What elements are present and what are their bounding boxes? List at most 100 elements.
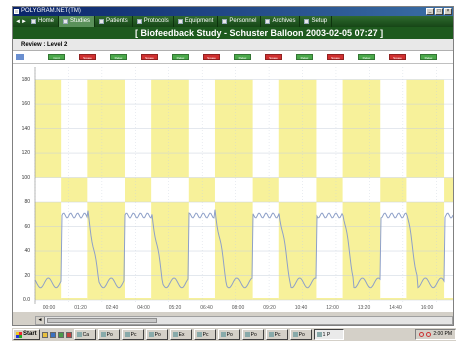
wave-baseline [316,298,343,300]
y-tick-label: 80 [24,199,30,206]
windows-logo-icon [16,331,22,338]
archives-icon [265,19,271,24]
taskbar-button[interactable]: Pc [193,329,216,340]
event-marker[interactable]: Relax [358,54,375,60]
event-marker[interactable]: Squee [389,54,406,60]
taskbar-button[interactable]: Po [241,329,264,340]
review-level-label: Review : Level 2 [13,39,453,51]
taskbar-button[interactable]: Po [289,329,312,340]
quicklaunch-app-icon[interactable] [57,331,64,338]
event-marker[interactable]: Squee [265,54,282,60]
wave-low-block [61,177,88,203]
wave-low-block [444,177,453,203]
back-arrow-icon[interactable]: ◄ [15,18,21,25]
taskbar-button[interactable]: Ex [169,329,192,340]
window-title: POLYGRAM.NET(TM) [21,8,81,14]
taskbar-button[interactable]: Po [97,329,120,340]
app-window: POLYGRAM.NET(TM) _ □ × ◄ ► Home Studies … [12,6,454,326]
horizontal-scrollbar[interactable]: ◄ [35,316,453,325]
forward-arrow-icon[interactable]: ► [21,18,27,25]
y-tick-label: 60 [24,223,30,230]
quicklaunch-folder-icon[interactable] [41,331,48,338]
taskbar-button[interactable]: Pc [265,329,288,340]
wave-baseline [188,298,215,300]
y-tick-label: 40 [24,248,30,255]
maximize-button[interactable]: □ [435,8,443,15]
y-tick-label: 140 [21,125,30,132]
taskbar-button[interactable]: Po [145,329,168,340]
wave-low-block [316,177,343,203]
x-tick-label: 12:00 [326,305,339,311]
taskbar-button[interactable]: Po [217,329,240,340]
app-icon [14,9,19,14]
wave-low-block [124,177,152,203]
wave-low-block [380,177,407,203]
scroll-left-icon[interactable]: ◄ [36,317,45,324]
taskbar-button[interactable]: Ca [73,329,96,340]
tray-icon[interactable] [426,332,432,337]
event-marker[interactable]: Squee [203,54,220,60]
start-button[interactable]: Start [13,329,40,340]
study-title: [ Biofeedback Study - Schuster Balloon 2… [13,27,453,39]
scroll-thumb[interactable] [47,318,157,323]
patients-icon [99,19,105,24]
wave-baseline [61,298,88,300]
event-marker[interactable]: Squee [79,54,96,60]
clock: 2:00 PM [433,331,452,337]
nav-setup[interactable]: Setup [300,16,333,27]
nav-archives[interactable]: Archives [261,16,301,27]
x-tick-label: 01:20 [74,305,87,311]
event-marker[interactable]: Squee [327,54,344,60]
nav-studies[interactable]: Studies [59,16,96,27]
x-tick-label: 09:20 [263,305,276,311]
pressure-trace-line [34,209,453,289]
task-buttons: Ca Po Pc Po Ex Pc Po Po Pc Po 1 P [72,329,344,340]
x-tick-label: 00:00 [42,305,56,311]
event-marker[interactable]: Relax [420,54,437,60]
x-tick-label: 13:20 [357,305,371,311]
x-tick-label: 14:40 [389,305,402,311]
wave-baseline [380,298,407,300]
y-tick-label: 180 [21,76,30,83]
wave-baseline [124,298,152,300]
tray-icon[interactable] [419,332,425,337]
x-tick-label: 16:00 [420,305,434,311]
event-marker[interactable]: Relax [172,54,189,60]
marker-icon[interactable] [16,54,24,60]
home-icon [31,19,36,24]
signal-plot: 180 160 140 120 100 80 60 40 20 0.0 00:00 01:20 02:4… [13,64,453,312]
event-marker[interactable]: Squee [141,54,158,60]
wave-low-block [252,177,279,203]
y-tick-label: 160 [21,101,30,108]
system-tray: 2:00 PM [415,329,456,340]
close-button[interactable]: × [444,8,452,15]
nav-equipment[interactable]: Equipment [174,16,219,27]
minimize-button[interactable]: _ [426,8,434,15]
event-marker[interactable]: Cont [48,54,65,60]
quicklaunch-ie-icon[interactable] [49,331,56,338]
windows-taskbar: Start Ca Po Pc Po Ex Pc Po Po Pc Po 1 P 2:00 PM [12,327,456,341]
nav-home[interactable]: Home [27,16,60,27]
x-tick-label: 04:00 [137,305,150,311]
event-marker[interactable]: Relax [296,54,313,60]
wave-baseline [252,298,279,300]
event-marker[interactable]: Relax [234,54,251,60]
wave-low-block [188,177,215,203]
taskbar-button[interactable]: 1 P [313,329,344,340]
main-nav: ◄ ► Home Studies Patients Protocols Equi… [13,16,453,27]
protocols-icon [136,19,142,24]
setup-icon [304,19,310,24]
window-controls: _ □ × [426,8,452,15]
event-marker[interactable]: Relax [110,54,127,60]
signal-chart [34,67,453,304]
taskbar-button[interactable]: Pc [121,329,144,340]
wave-baseline [444,298,453,300]
nav-personnel[interactable]: Personnel [218,16,262,27]
studies-icon [63,19,69,24]
nav-protocols[interactable]: Protocols [133,16,174,27]
quicklaunch-app-icon[interactable] [65,331,72,338]
nav-patients[interactable]: Patients [95,16,133,27]
x-tick-label: 02:40 [105,305,119,311]
y-tick-label: 100 [21,174,30,181]
personnel-icon [222,19,228,24]
